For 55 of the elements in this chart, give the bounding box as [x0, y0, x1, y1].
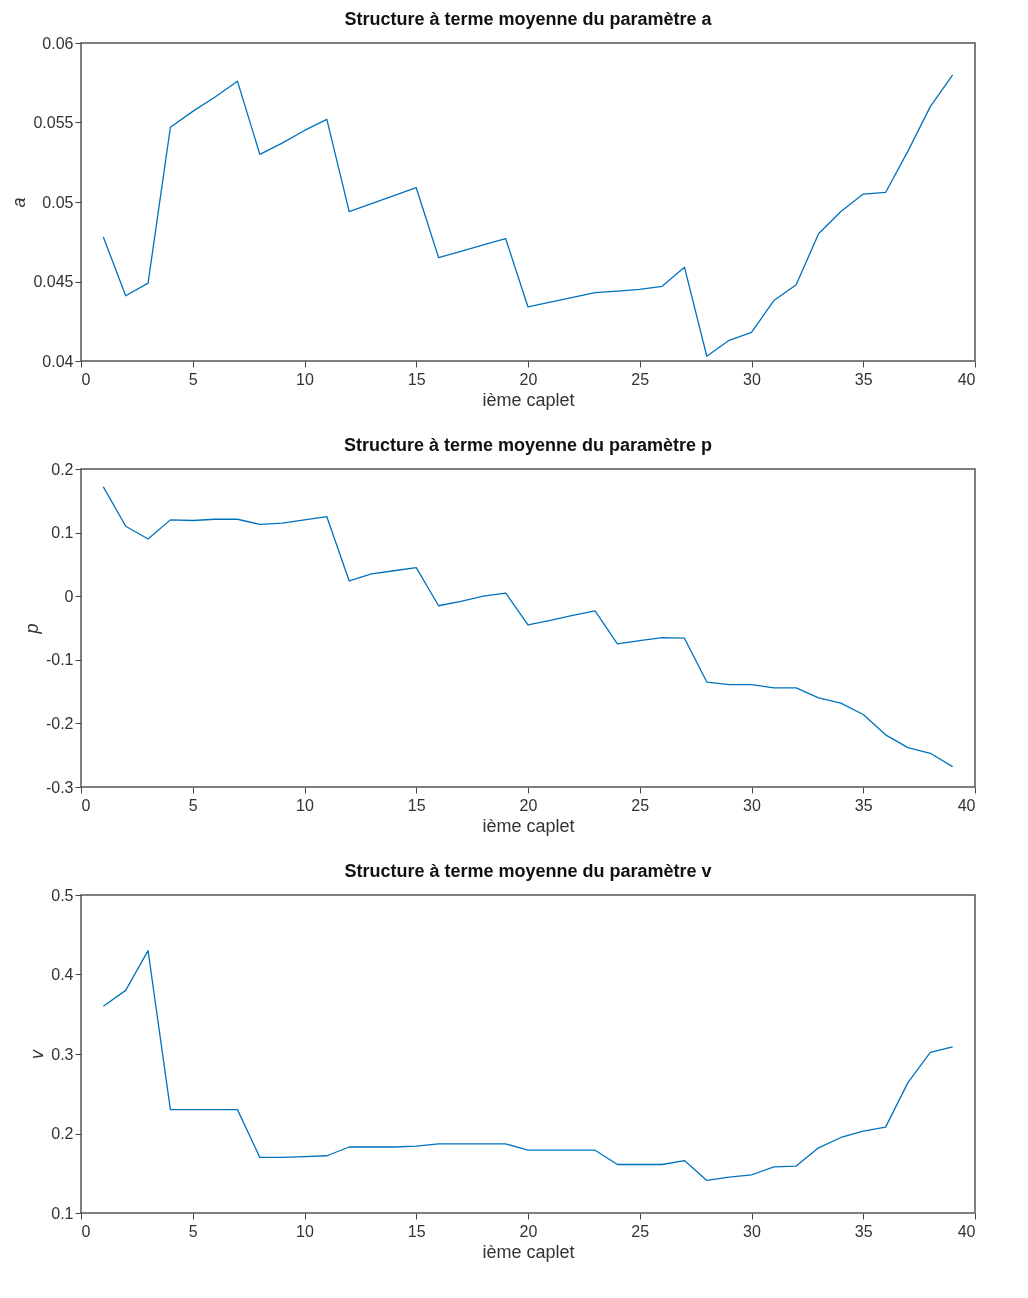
x-tick-label: 20: [519, 796, 538, 814]
y-tick-label: 0.04: [42, 352, 74, 370]
y-tick-label: 0.3: [51, 1045, 74, 1063]
x-tick-label: 30: [743, 796, 761, 814]
x-tick-label: 10: [296, 796, 314, 814]
x-axis-title: ième caplet: [482, 389, 575, 410]
x-tick-label: 35: [854, 796, 873, 814]
x-tick-label: 5: [188, 1222, 198, 1240]
y-tick-label: 0.1: [51, 1204, 74, 1222]
x-tick-label: 25: [631, 1222, 650, 1240]
x-tick-label: 25: [631, 796, 650, 814]
x-tick-label: 10: [296, 1222, 314, 1240]
chart-title: Structure à terme moyenne du paramètre a: [344, 9, 713, 29]
y-tick-label: -0.1: [45, 651, 74, 669]
x-tick-label: 25: [631, 370, 650, 388]
x-tick-label: 30: [743, 1222, 761, 1240]
x-tick-label: 0: [81, 370, 91, 388]
y-axis-title: p: [21, 623, 42, 635]
x-tick-label: 20: [519, 370, 538, 388]
y-axis-title: a: [9, 197, 30, 208]
y-tick-label: -0.2: [45, 714, 74, 732]
chart-title: Structure à terme moyenne du paramètre p: [343, 435, 713, 455]
x-tick-label: 40: [957, 370, 976, 388]
y-tick-label: 0: [64, 587, 74, 605]
line-series: [102, 950, 954, 1182]
y-tick-label: 0.2: [51, 460, 74, 478]
y-tick-label: 0.06: [42, 34, 74, 52]
x-tick-label: 5: [188, 370, 198, 388]
x-tick-label: 5: [188, 796, 198, 814]
y-tick-label: 0.2: [51, 1125, 74, 1142]
x-tick-label: 15: [407, 370, 426, 388]
x-tick-label: 30: [743, 370, 761, 388]
x-tick-label: 40: [957, 1222, 976, 1240]
x-axis-title: ième caplet: [482, 1241, 575, 1262]
x-axis-title: ième caplet: [482, 815, 575, 836]
x-tick-label: 40: [957, 796, 976, 814]
y-tick-label: 0.1: [51, 524, 74, 542]
x-tick-label: 10: [296, 370, 314, 388]
y-axis-title: v: [27, 1049, 48, 1059]
x-tick-label: 0: [81, 796, 91, 814]
line-series: [102, 74, 954, 357]
y-tick-label: 0.05: [42, 193, 74, 211]
x-tick-label: 20: [519, 1222, 538, 1240]
x-tick-label: 35: [854, 370, 873, 388]
chart-title: Structure à terme moyenne du paramètre v: [344, 861, 712, 881]
x-tick-label: 0: [81, 1222, 91, 1240]
y-tick-label: 0.055: [33, 114, 74, 131]
y-tick-label: 0.4: [51, 966, 74, 983]
x-tick-label: 15: [407, 796, 426, 814]
y-tick-label: -0.3: [45, 778, 74, 796]
x-tick-label: 15: [407, 1222, 426, 1240]
line-series: [102, 486, 954, 768]
x-tick-label: 35: [854, 1222, 873, 1240]
y-tick-label: 0.045: [33, 273, 74, 290]
y-tick-label: 0.5: [51, 886, 74, 904]
